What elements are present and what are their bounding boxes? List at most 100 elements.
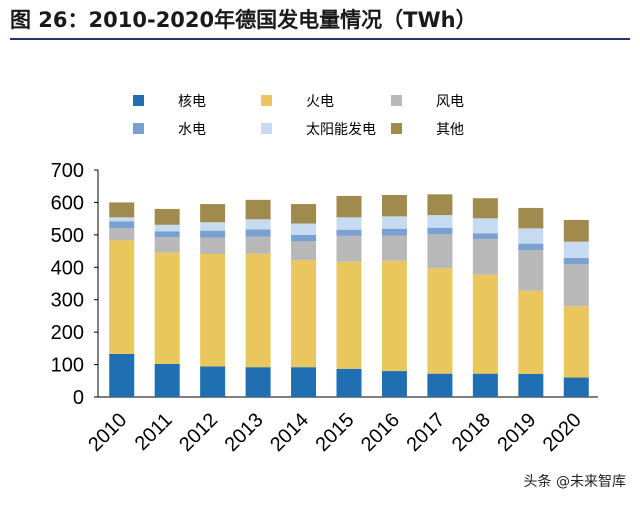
bar-segment <box>245 236 271 254</box>
bar-segment <box>154 231 180 238</box>
bar-segment <box>245 229 271 237</box>
y-tick-label: 100 <box>51 355 84 377</box>
legend-label: 火电 <box>306 94 334 110</box>
bar-segment <box>336 235 362 262</box>
bar-segment <box>336 217 362 230</box>
bar-segment <box>336 261 362 369</box>
bar-segment <box>472 198 498 219</box>
bar-segment <box>245 219 271 230</box>
bar-segment <box>200 204 226 223</box>
bar-segment <box>427 227 453 235</box>
x-tick-label: 2015 <box>312 409 359 456</box>
bar-segment <box>154 252 180 364</box>
legend-swatch <box>133 123 144 134</box>
title-divider <box>10 38 630 40</box>
bar-segment <box>154 363 180 397</box>
x-tick-label: 2020 <box>539 409 586 456</box>
y-tick-label: 0 <box>73 387 84 409</box>
bar-segment <box>381 371 407 397</box>
bar-segment <box>109 353 135 397</box>
bar-segment <box>563 377 589 397</box>
bar-segment <box>427 234 453 269</box>
bar-segment <box>518 290 544 374</box>
legend-swatch <box>391 123 402 134</box>
bar-segment <box>245 367 271 397</box>
bar-segment <box>381 194 407 217</box>
legend-label: 太阳能发电 <box>306 122 376 138</box>
bar-segment <box>381 260 407 372</box>
x-tick-label: 2011 <box>131 409 177 455</box>
x-tick-label: 2018 <box>448 409 495 456</box>
legend-swatch <box>133 95 144 106</box>
bar-segment <box>381 228 407 236</box>
bar-segment <box>154 224 180 232</box>
bar-segment <box>563 306 589 378</box>
bar-segment <box>291 204 317 224</box>
legend-label: 水电 <box>178 122 206 138</box>
x-tick-label: 2017 <box>402 409 449 456</box>
bar-segment <box>291 234 317 242</box>
legend-swatch <box>261 95 272 106</box>
y-tick-label: 200 <box>51 322 84 344</box>
bar-segment <box>200 253 226 367</box>
legend-swatch <box>261 123 272 134</box>
x-tick-label: 2014 <box>266 409 313 456</box>
y-tick-label: 600 <box>51 192 84 214</box>
bar-segment <box>563 264 589 307</box>
bar-segment <box>518 207 544 229</box>
bar-segment <box>109 240 135 354</box>
bar-segment <box>245 199 271 220</box>
bar-segment <box>291 260 317 368</box>
x-tick-label: 2019 <box>493 409 540 456</box>
bar-segment <box>427 194 453 216</box>
bar-segment <box>472 373 498 397</box>
bar-segment <box>518 228 544 244</box>
bar-segment <box>109 228 135 241</box>
bar-segment <box>563 257 589 265</box>
bar-segment <box>291 241 317 261</box>
x-tick-label: 2012 <box>175 409 222 456</box>
bar-segment <box>518 250 544 291</box>
bar-segment <box>109 221 135 229</box>
bar-segment <box>563 219 589 242</box>
x-tick-label: 2016 <box>357 409 404 456</box>
legend-swatch <box>391 95 402 106</box>
bar-segment <box>245 253 271 368</box>
y-tick-label: 300 <box>51 290 84 312</box>
bar-segment <box>109 217 135 222</box>
bar-segment <box>200 230 226 238</box>
page-title: 图 26：2010-2020年德国发电量情况（TWh） <box>10 8 477 32</box>
bar-segment <box>427 373 453 397</box>
bar-segment <box>291 223 317 235</box>
y-tick-label: 700 <box>51 160 84 182</box>
bar-segment <box>472 218 498 234</box>
bar-segment <box>291 367 317 397</box>
bar-segment <box>472 239 498 275</box>
bar-segment <box>427 215 453 228</box>
y-tick-label: 500 <box>51 225 84 247</box>
legend-label: 风电 <box>436 94 464 110</box>
bar-segment <box>200 366 226 397</box>
bar-segment <box>154 237 180 253</box>
bar-segment <box>200 237 226 254</box>
bar-segment <box>472 233 498 240</box>
watermark: 头条 @未来智库 <box>523 474 626 490</box>
bar-segment <box>200 222 226 231</box>
bar-segment <box>518 373 544 397</box>
x-tick-label: 2013 <box>221 409 268 456</box>
bar-segment <box>563 241 589 258</box>
bar-segment <box>472 274 498 374</box>
bar-segment <box>336 229 362 236</box>
bar-segment <box>109 202 135 218</box>
x-tick-label: 2010 <box>84 409 131 456</box>
legend-label: 其他 <box>436 122 464 138</box>
bar-segment <box>381 235 407 261</box>
y-tick-label: 400 <box>51 257 84 279</box>
bar-segment <box>518 243 544 251</box>
bar-segment <box>336 195 362 218</box>
bar-segment <box>154 208 180 225</box>
legend-label: 核电 <box>178 94 206 110</box>
bar-segment <box>381 216 407 229</box>
bar-segment <box>336 368 362 397</box>
